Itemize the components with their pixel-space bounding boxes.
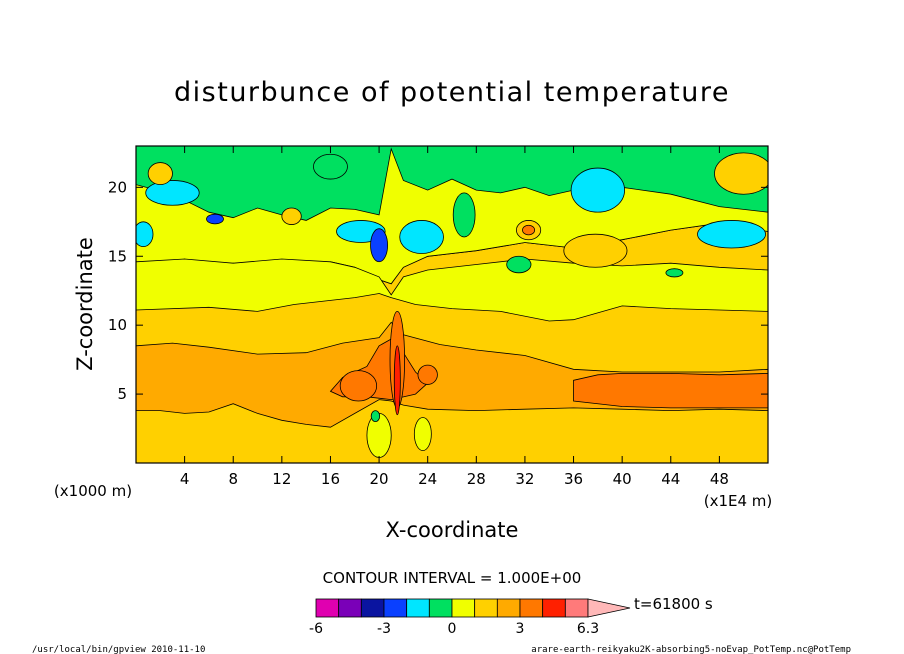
x-tick-label: 24 bbox=[418, 470, 437, 488]
y-tick-label: 15 bbox=[108, 247, 127, 265]
contour-cell-17 bbox=[522, 224, 536, 236]
contour-fills bbox=[136, 146, 768, 463]
contour-cell-15 bbox=[714, 152, 768, 195]
footer-right: arare-earth-reikyaku2K-absorbing5-noEvap… bbox=[531, 645, 851, 654]
contour-cell-7 bbox=[206, 213, 224, 225]
contour-cell-10 bbox=[506, 255, 532, 274]
contour-cell-12 bbox=[281, 207, 302, 225]
contour-cell-9 bbox=[452, 192, 476, 238]
colorbar-swatch bbox=[564, 598, 589, 618]
contour-cell-20 bbox=[366, 412, 392, 458]
x-tick-label: 8 bbox=[228, 470, 238, 488]
contour-cell-18 bbox=[339, 370, 378, 402]
colorbar-swatch bbox=[451, 598, 476, 618]
x-unit-note: (x1E4 m) bbox=[704, 492, 773, 510]
contour-cell-3 bbox=[697, 220, 766, 249]
x-tick-label: 12 bbox=[272, 470, 291, 488]
colorbar-swatch bbox=[474, 598, 498, 618]
colorbar-swatch bbox=[360, 598, 385, 618]
y-tick-label: 5 bbox=[117, 385, 127, 403]
footer-left: /usr/local/bin/gpview 2010-11-10 bbox=[32, 645, 205, 654]
y-axis-label: Z-coordinate bbox=[73, 237, 97, 371]
x-tick-label: 36 bbox=[564, 470, 583, 488]
colorbar-label: 3 bbox=[516, 621, 525, 637]
colorbar-swatch bbox=[338, 598, 362, 618]
x-axis-label: X-coordinate bbox=[386, 518, 519, 542]
x-tick-label: 40 bbox=[613, 470, 632, 488]
x-tick-label: 48 bbox=[710, 470, 729, 488]
y-tick-label: 10 bbox=[108, 316, 127, 334]
contour-cell-5 bbox=[399, 220, 444, 254]
x-tick-label: 28 bbox=[467, 470, 486, 488]
contour-cell-2 bbox=[570, 167, 625, 213]
chart-title: disturbunce of potential temperature bbox=[174, 77, 730, 108]
colorbar: -6 -3 0 3 6.3 bbox=[309, 598, 631, 637]
y-axis: 5 10 15 20 bbox=[108, 178, 768, 403]
x-tick-label: 20 bbox=[370, 470, 389, 488]
x-tick-label: 4 bbox=[180, 470, 190, 488]
colorbar-label: -3 bbox=[377, 621, 391, 637]
contour-cell-6 bbox=[370, 228, 388, 263]
colorbar-swatch bbox=[496, 598, 521, 618]
contour-interval: CONTOUR INTERVAL = 1.000E+00 bbox=[323, 569, 582, 587]
contour-cell-19 bbox=[417, 364, 438, 385]
colorbar-label: 0 bbox=[448, 621, 457, 637]
colorbar-label: 6.3 bbox=[577, 621, 599, 637]
x-tick-label: 44 bbox=[661, 470, 680, 488]
x-tick-label: 16 bbox=[321, 470, 340, 488]
plot-area bbox=[135, 145, 769, 464]
contour-cell-21 bbox=[413, 417, 432, 451]
contour-region-orange-deep-right bbox=[573, 372, 768, 409]
contour-cell-8 bbox=[313, 153, 348, 180]
x-axis: 4 8 12 16 20 24 28 32 36 40 44 48 bbox=[180, 146, 729, 488]
contour-cell-11 bbox=[665, 268, 684, 278]
colorbar-swatch bbox=[542, 598, 566, 618]
colorbar-swatch bbox=[383, 598, 408, 618]
colorbar-swatch bbox=[406, 598, 430, 618]
colorbar-swatch bbox=[428, 598, 453, 618]
y-unit-note: (x1000 m) bbox=[54, 482, 132, 500]
contour-cell-0 bbox=[145, 180, 200, 206]
contour-cell-1 bbox=[136, 221, 154, 248]
colorbar-swatch bbox=[519, 598, 544, 618]
colorbar-extend-arrow bbox=[587, 598, 631, 618]
time-label: t=61800 s bbox=[634, 595, 713, 613]
plot-frame bbox=[135, 145, 769, 464]
colorbar-swatch bbox=[315, 598, 340, 618]
contour-cell-22 bbox=[370, 410, 381, 423]
contour-cell-16 bbox=[147, 162, 173, 185]
contour-cell-14 bbox=[563, 233, 628, 268]
x-tick-label: 32 bbox=[515, 470, 534, 488]
y-tick-label: 20 bbox=[108, 178, 127, 196]
colorbar-label: -6 bbox=[309, 621, 323, 637]
contour-cell-24 bbox=[393, 345, 401, 416]
